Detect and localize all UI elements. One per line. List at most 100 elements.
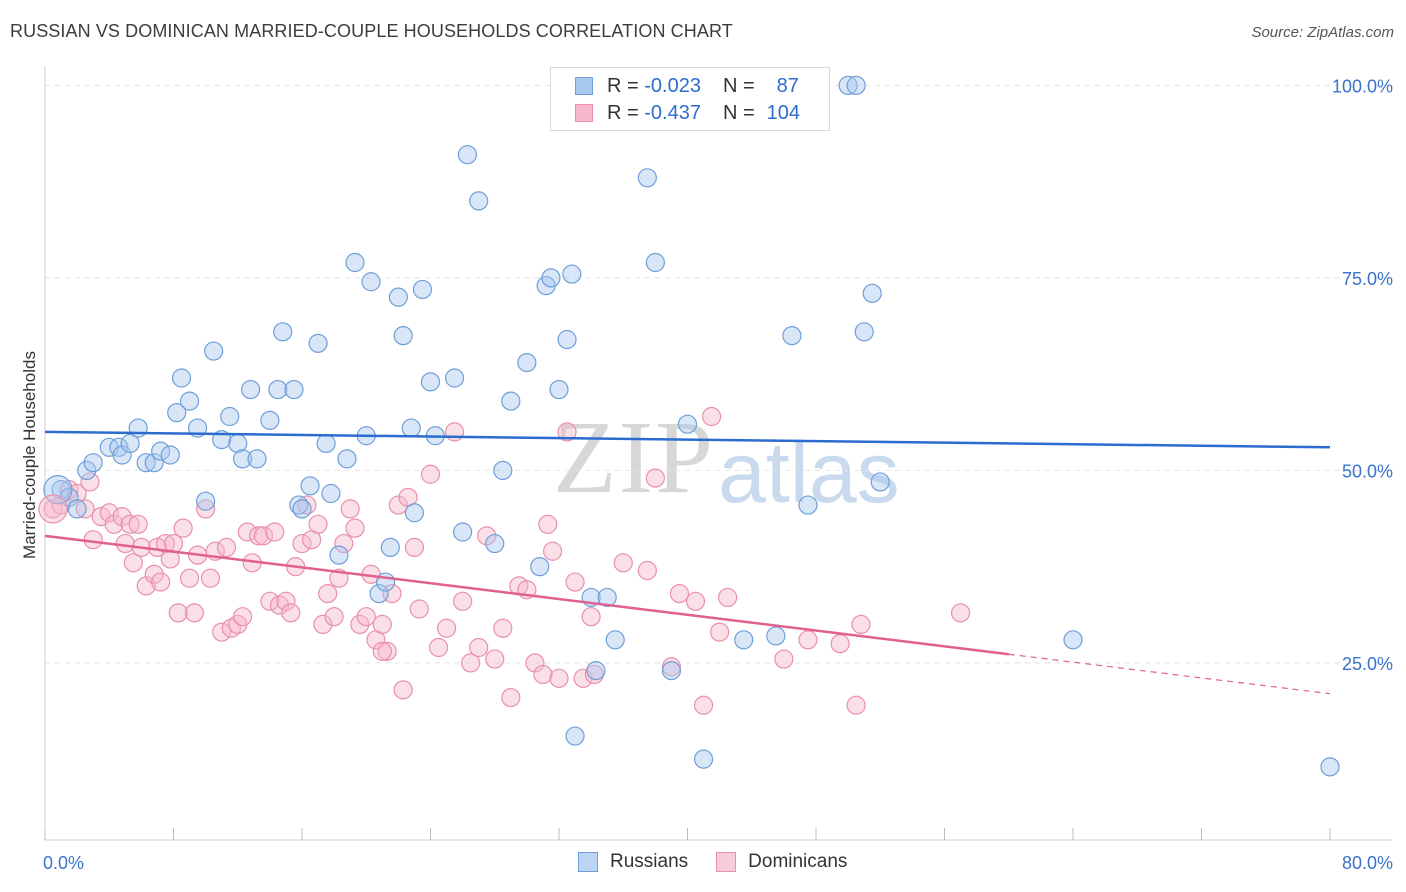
russians-point — [109, 437, 129, 457]
russians-point — [388, 287, 408, 307]
russians-point — [565, 726, 585, 746]
russians-point — [766, 626, 786, 646]
dominicans-point — [533, 664, 553, 685]
russians-point — [167, 403, 187, 423]
dominicans-point — [155, 533, 176, 554]
r-label: R = — [607, 101, 639, 124]
dominicans-point — [112, 506, 132, 527]
dominicans-point — [950, 603, 971, 623]
russians-legend-swatch — [578, 852, 598, 872]
russians-point — [493, 460, 513, 480]
dominicans-point — [144, 564, 164, 584]
russians-point — [661, 660, 682, 681]
russians-swatch — [575, 77, 593, 95]
dominicans-point — [313, 614, 333, 635]
dominicans-trendline-extension — [1008, 653, 1331, 695]
dominicans-point — [409, 599, 429, 619]
russians-point — [144, 453, 164, 473]
russians-point — [308, 333, 328, 353]
dominicans-point — [83, 530, 103, 550]
russians-point — [179, 391, 200, 411]
dominicans-point — [372, 641, 392, 661]
russians-point — [854, 322, 874, 342]
dominicans-point — [196, 499, 216, 519]
dominicans-point — [75, 499, 95, 519]
dominicans-point — [581, 607, 601, 627]
dominicans-point — [120, 514, 140, 534]
russians-point — [401, 418, 421, 438]
russians-point — [677, 414, 698, 434]
y-tick-label: 100.0% — [1332, 76, 1393, 96]
russians-point — [380, 537, 400, 558]
dominicans-point — [685, 591, 706, 611]
russians-point — [862, 283, 882, 303]
russians-point — [77, 460, 97, 480]
dominicans-point — [356, 607, 376, 627]
dominicans-point — [249, 526, 269, 546]
russians-point — [597, 587, 617, 608]
russians-point — [645, 252, 665, 273]
russians-point — [369, 583, 389, 604]
dominicans-point — [388, 495, 408, 515]
dominicans-point — [669, 583, 690, 604]
russians-point — [128, 418, 148, 438]
dominicans-point — [281, 603, 301, 623]
dominicans-point — [469, 637, 489, 658]
legend-item-russians[interactable]: Russians — [578, 851, 688, 873]
russians-point — [798, 495, 818, 515]
russians-point — [637, 168, 657, 188]
dominicans-point — [542, 541, 563, 561]
dominicans-point — [538, 514, 558, 534]
russians-point — [292, 499, 312, 519]
russians-point — [562, 264, 582, 284]
russians-point — [204, 341, 224, 361]
dominicans-point — [308, 514, 328, 534]
dominicans-point — [798, 630, 818, 650]
russians-point — [838, 75, 858, 96]
russians-point — [549, 379, 569, 400]
legend-row-russians: R = -0.023 N = 87 — [575, 73, 799, 99]
russians-point — [151, 441, 171, 461]
russians-point — [412, 279, 433, 300]
dominicans-point — [160, 549, 180, 569]
russians-trendline — [44, 430, 1331, 449]
russians-point — [160, 445, 180, 465]
russians-point — [782, 326, 802, 346]
dominicans-point — [276, 591, 296, 611]
russians-point — [273, 322, 293, 342]
russians-point — [734, 630, 754, 650]
x-tick-label-min: 0.0% — [43, 853, 84, 873]
dominicans-point — [104, 514, 124, 534]
dominicans-point — [453, 591, 473, 611]
legend-item-dominicans[interactable]: Dominicans — [716, 851, 847, 873]
dominicans-point — [637, 560, 657, 581]
russians-n-value: 87 — [776, 74, 799, 97]
dominicans-legend-swatch — [716, 852, 737, 872]
dominicans-trendline — [44, 534, 1009, 656]
dominicans-point — [701, 406, 722, 427]
russians-point — [51, 480, 71, 500]
dominicans-point — [444, 422, 465, 442]
russians-point — [457, 145, 478, 165]
russians-point — [241, 379, 261, 400]
russians-point — [337, 449, 357, 469]
russians-point — [1320, 757, 1340, 777]
dominicans-point — [493, 618, 513, 638]
russians-legend-label: Russians — [610, 851, 689, 872]
russians-point — [260, 410, 280, 430]
y-tick-label: 75.0% — [1342, 269, 1393, 289]
russians-point — [268, 379, 288, 400]
dominicans-point — [557, 422, 577, 442]
dominicans-point — [212, 622, 232, 642]
russians-point — [83, 453, 103, 473]
dominicans-point — [461, 653, 481, 673]
dominicans-point — [292, 533, 312, 554]
dominicans-point — [179, 568, 200, 588]
russians-point — [232, 449, 253, 469]
russians-point — [693, 749, 714, 769]
russians-point — [329, 545, 349, 565]
russians-point — [247, 449, 267, 469]
dominicans-point — [265, 522, 285, 542]
dominicans-point — [232, 607, 253, 627]
